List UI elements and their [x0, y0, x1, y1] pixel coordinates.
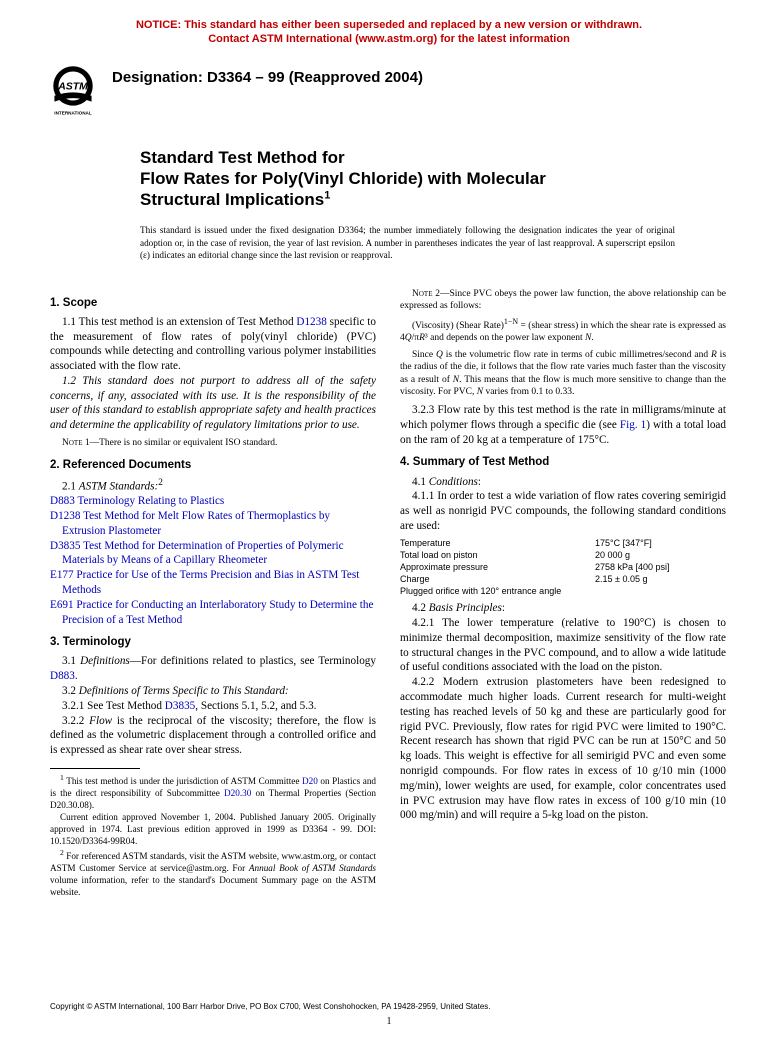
section-2-head: 2. Referenced Documents	[50, 458, 376, 473]
condition-row: Temperature175°C [347°F]	[400, 537, 726, 549]
ref-item[interactable]: E691 Practice for Conducting an Interlab…	[50, 598, 376, 628]
svg-text:ASTM: ASTM	[57, 81, 88, 92]
footnote-rule	[50, 768, 140, 769]
para-3-2-2: 3.2.2 Flow is the reciprocal of the visc…	[50, 714, 376, 758]
title-line3: Structural Implications1	[140, 189, 728, 210]
condition-row: Charge2.15 ± 0.05 g	[400, 573, 726, 585]
page: NOTICE: This standard has either been su…	[0, 0, 778, 1041]
link-d20-30[interactable]: D20.30	[224, 788, 251, 798]
svg-text:INTERNATIONAL: INTERNATIONAL	[54, 110, 92, 115]
note-2-eq: (Viscosity) (Shear Rate)1−N = (shear str…	[400, 317, 726, 345]
para-3-2: 3.2 Definitions of Terms Specific to Thi…	[50, 684, 376, 699]
para-3-2-3: 3.2.3 Flow rate by this test method is t…	[400, 403, 726, 447]
title-line1: Standard Test Method for	[140, 147, 728, 168]
conditions-table: Temperature175°C [347°F]Total load on pi…	[400, 537, 726, 598]
footnote-1b: Current edition approved November 1, 200…	[50, 812, 376, 848]
para-4-1: 4.1 Conditions:	[400, 475, 726, 490]
astm-logo-icon: ASTM INTERNATIONAL	[44, 61, 102, 119]
section-1-head: 1. Scope	[50, 296, 376, 311]
condition-row: Total load on piston20 000 g	[400, 549, 726, 561]
para-4-2: 4.2 Basis Principles:	[400, 601, 726, 616]
para-4-2-1: 4.2.1 The lower temperature (relative to…	[400, 616, 726, 675]
link-d883[interactable]: D883	[50, 670, 75, 682]
title-line2: Flow Rates for Poly(Vinyl Chloride) with…	[140, 168, 728, 189]
para-1-2: 1.2 This standard does not purport to ad…	[50, 374, 376, 433]
section-3-head: 3. Terminology	[50, 635, 376, 650]
link-fig1[interactable]: Fig. 1	[620, 419, 646, 431]
footnote-2: 2 For referenced ASTM standards, visit t…	[50, 848, 376, 899]
note-2: Note 2—Since PVC obeys the power law fun…	[400, 288, 726, 313]
designation: Designation: D3364 – 99 (Reapproved 2004…	[112, 69, 423, 86]
para-3-2-1: 3.2.1 See Test Method D3835, Sections 5.…	[50, 699, 376, 714]
ref-item[interactable]: D3835 Test Method for Determination of P…	[50, 539, 376, 569]
para-3-1: 3.1 Definitions—For definitions related …	[50, 654, 376, 684]
note-1: Note 1—There is no similar or equivalent…	[50, 437, 376, 450]
body-columns: 1. Scope 1.1 This test method is an exte…	[50, 288, 728, 899]
left-column: 1. Scope 1.1 This test method is an exte…	[50, 288, 376, 899]
ref-item[interactable]: D883 Terminology Relating to Plastics	[50, 494, 376, 509]
para-4-1-1: 4.1.1 In order to test a wide variation …	[400, 489, 726, 533]
issuance-note: This standard is issued under the fixed …	[140, 224, 675, 261]
link-d3835[interactable]: D3835	[165, 700, 195, 712]
ref-item[interactable]: E177 Practice for Use of the Terms Preci…	[50, 568, 376, 598]
header: ASTM INTERNATIONAL Designation: D3364 – …	[44, 61, 728, 119]
right-column: Note 2—Since PVC obeys the power law fun…	[400, 288, 726, 899]
notice-line2: Contact ASTM International (www.astm.org…	[208, 33, 570, 45]
para-4-2-2: 4.2.2 Modern extrusion plastometers have…	[400, 675, 726, 823]
condition-row: Approximate pressure2758 kPa [400 psi]	[400, 561, 726, 573]
notice-banner: NOTICE: This standard has either been su…	[50, 18, 728, 47]
ref-item[interactable]: D1238 Test Method for Melt Flow Rates of…	[50, 509, 376, 539]
condition-row: Plugged orifice with 120° entrance angle	[400, 585, 726, 597]
note-2b: Since Q is the volumetric flow rate in t…	[400, 349, 726, 399]
notice-line1: NOTICE: This standard has either been su…	[136, 19, 642, 31]
page-number: 1	[387, 1016, 392, 1027]
link-d1238[interactable]: D1238	[296, 316, 326, 328]
title-block: Standard Test Method for Flow Rates for …	[140, 147, 728, 211]
link-d20[interactable]: D20	[302, 776, 318, 786]
copyright: Copyright © ASTM International, 100 Barr…	[50, 1002, 491, 1011]
para-1-1: 1.1 This test method is an extension of …	[50, 315, 376, 374]
section-4-head: 4. Summary of Test Method	[400, 455, 726, 470]
para-2-1: 2.1 ASTM Standards:2	[50, 477, 376, 495]
footnote-1: 1 This test method is under the jurisdic…	[50, 773, 376, 812]
ref-list: D883 Terminology Relating to PlasticsD12…	[50, 494, 376, 627]
